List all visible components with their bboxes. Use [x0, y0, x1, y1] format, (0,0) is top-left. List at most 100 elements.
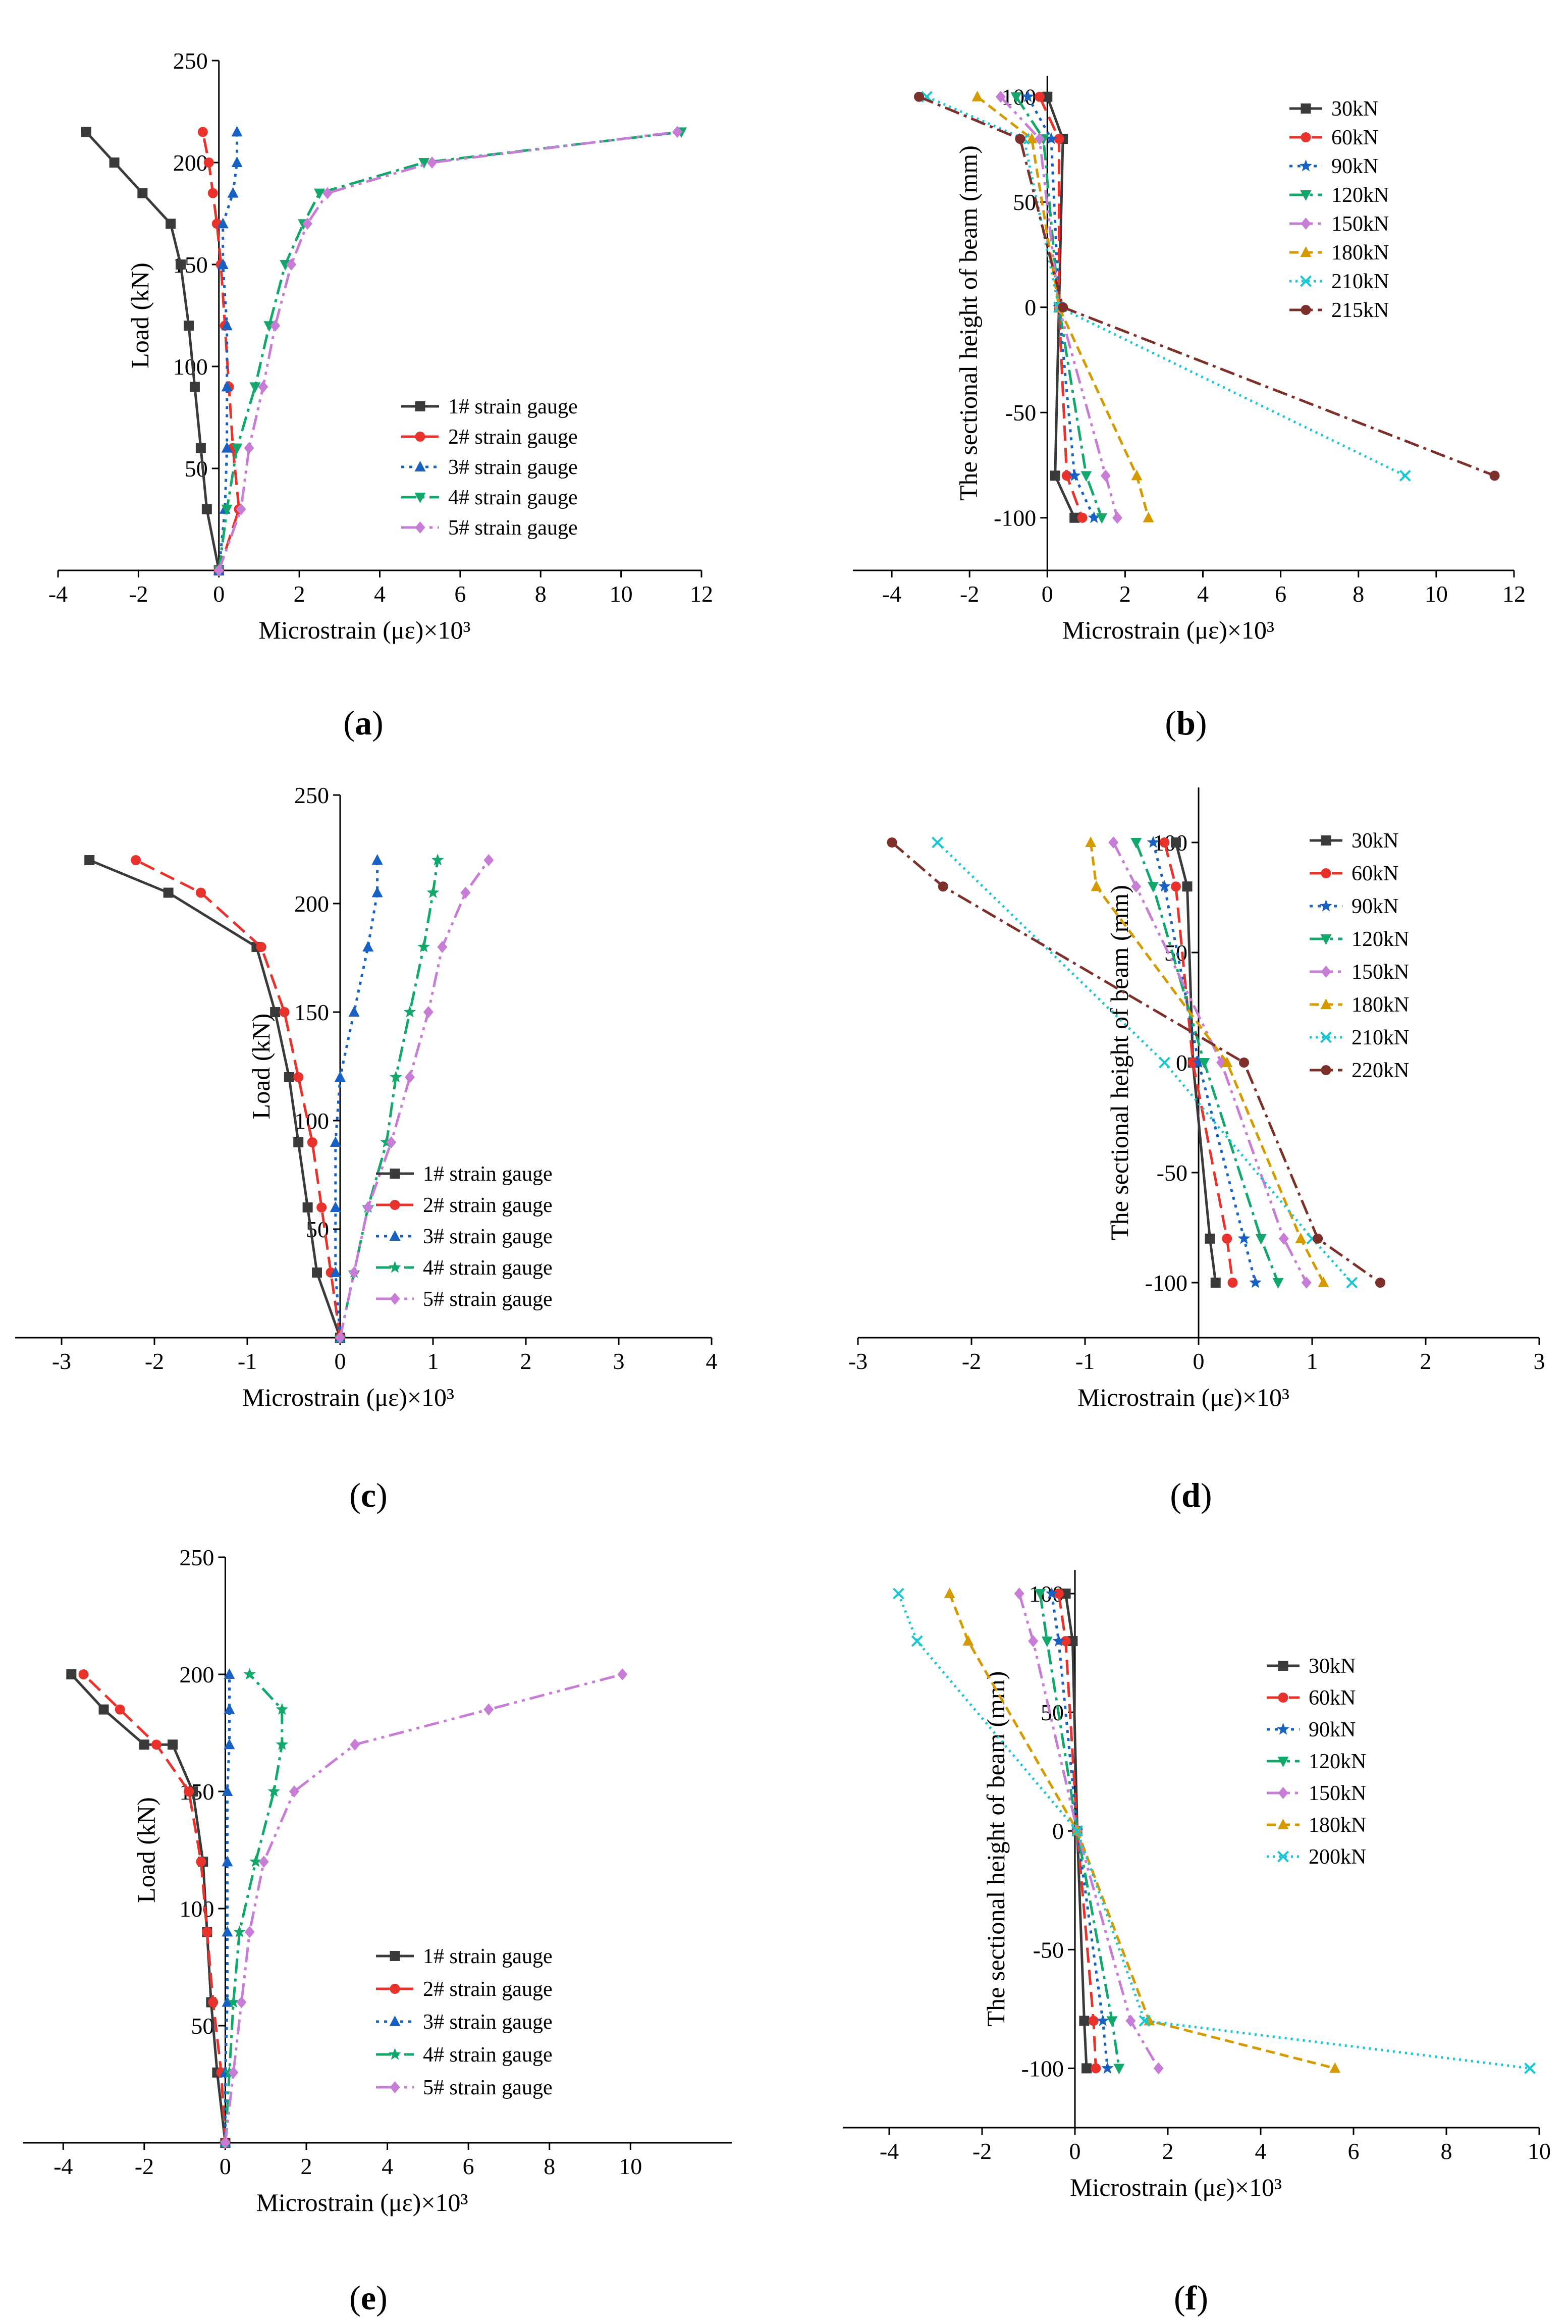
- data-point-d-7: [932, 836, 943, 849]
- series-line-a-2: [201, 131, 241, 571]
- x-axis-title-f: Microstrain (με)×10³: [1070, 2173, 1282, 2201]
- x-tick-label-c: 1: [427, 1348, 439, 1374]
- data-point-a-5: [286, 258, 297, 271]
- legend-marker-a-2: [415, 432, 425, 442]
- y-tick-label-d: -50: [1157, 1160, 1187, 1186]
- data-point-c-5: [386, 1136, 397, 1148]
- data-point-a-1: [176, 259, 186, 270]
- data-point-c-4: [380, 1136, 393, 1148]
- legend-marker-c-4: [389, 1261, 401, 1273]
- series-line-b-8: [918, 95, 1495, 477]
- x-tick-label-f: 4: [1255, 2138, 1267, 2164]
- data-point-c-3: [335, 1071, 346, 1082]
- data-point-f-1: [1060, 1589, 1071, 1599]
- data-point-f-3: [1045, 1587, 1058, 1599]
- data-point-c-5: [460, 886, 471, 899]
- series-line-b-6: [977, 95, 1150, 518]
- data-point-b-6: [1143, 511, 1154, 522]
- data-point-a-1: [137, 188, 148, 198]
- legend-label-a-4: 4# strain gauge: [448, 486, 578, 509]
- data-point-c-5: [483, 854, 494, 866]
- x-tick-label-d: 2: [1420, 1348, 1432, 1374]
- data-point-c-2: [131, 855, 141, 865]
- panel-label-d: (d): [1170, 1476, 1212, 1514]
- data-point-d-8: [887, 837, 897, 848]
- legend-label-d-6: 180kN: [1351, 993, 1409, 1017]
- x-axis-title-d: Microstrain (με)×10³: [1077, 1383, 1289, 1411]
- data-point-c-2: [293, 1072, 304, 1082]
- data-point-a-5: [258, 381, 268, 393]
- data-point-d-3: [1192, 1056, 1205, 1068]
- x-tick-label-e: -2: [135, 2153, 154, 2179]
- legend-label-d-1: 30kN: [1351, 829, 1398, 853]
- x-tick-label-b: 8: [1353, 581, 1364, 607]
- data-point-d-3: [1237, 1232, 1251, 1244]
- x-tick-label-a: 12: [690, 581, 713, 607]
- series-line-e-2: [82, 1673, 227, 2143]
- y-axis-title-d: The sectional height of beam (mm): [1105, 885, 1133, 1240]
- data-point-d-2: [1187, 1058, 1198, 1068]
- data-point-d-5: [1131, 880, 1142, 893]
- data-point-e-2: [151, 1739, 161, 1750]
- data-point-d-6: [1318, 1277, 1329, 1287]
- data-point-e-5: [258, 1856, 269, 1868]
- data-point-b-5: [1100, 469, 1111, 482]
- data-point-a-1: [195, 443, 206, 453]
- data-point-d-8: [938, 881, 948, 892]
- legend-label-a-1: 1# strain gauge: [448, 395, 578, 418]
- data-point-e-5: [483, 1703, 494, 1716]
- y-tick-label-b: 0: [1024, 295, 1036, 321]
- data-point-f-5: [1028, 1635, 1039, 1648]
- data-point-c-3: [330, 1266, 341, 1277]
- legend-label-b-8: 215kN: [1331, 299, 1389, 322]
- data-point-d-3: [1249, 1276, 1262, 1288]
- legend-label-c-2: 2# strain gauge: [423, 1194, 553, 1217]
- y-tick-label-b: -100: [994, 505, 1036, 531]
- data-point-f-7: [911, 1635, 923, 1647]
- data-point-f-5: [1153, 2062, 1164, 2075]
- data-point-f-4: [1035, 1589, 1046, 1600]
- data-point-d-2: [1159, 837, 1170, 848]
- x-tick-label-c: -3: [52, 1348, 71, 1374]
- series-line-e-3: [224, 1674, 231, 2143]
- data-point-d-8: [1313, 1233, 1323, 1244]
- y-tick-label-f: -100: [1021, 2055, 1064, 2081]
- data-point-c-2: [316, 1202, 327, 1212]
- x-tick-label-b: 4: [1197, 581, 1209, 607]
- legend-label-a-5: 5# strain gauge: [448, 516, 578, 540]
- data-point-b-3: [1088, 511, 1101, 523]
- x-tick-label-f: -4: [880, 2138, 899, 2164]
- legend-a: 1# strain gauge 2# strain gauge 3# strain …: [401, 395, 578, 540]
- x-axis-title-e: Microstrain (με)×10³: [256, 2188, 468, 2216]
- legend-marker-d-8: [1321, 1065, 1331, 1075]
- legend-label-b-2: 60kN: [1331, 126, 1378, 149]
- series-line-f-3: [1050, 1593, 1109, 2069]
- data-point-a-2: [203, 157, 214, 168]
- data-point-c-1: [302, 1202, 313, 1212]
- data-point-f-3: [1096, 2014, 1109, 2026]
- x-tick-label-f: 2: [1162, 2138, 1174, 2164]
- x-tick-label-b: 2: [1119, 581, 1131, 607]
- y-tick-label-d: 0: [1176, 1050, 1187, 1076]
- data-point-e-3: [224, 1668, 235, 1679]
- data-point-c-5: [349, 1266, 359, 1279]
- legend-label-d-4: 120kN: [1351, 928, 1409, 951]
- series-line-e-1: [70, 1673, 227, 2143]
- data-point-d-7: [1346, 1277, 1358, 1289]
- data-point-a-3: [227, 187, 239, 198]
- data-point-e-2: [208, 1997, 219, 2008]
- data-point-d-1: [1205, 1233, 1215, 1244]
- chart-e: -4-2024681050100150200250Microstrain (με…: [23, 1545, 732, 2317]
- data-point-a-3: [221, 381, 233, 392]
- data-point-a-5: [213, 564, 224, 576]
- data-point-b-2: [1034, 91, 1045, 102]
- data-point-b-1: [1042, 91, 1053, 102]
- x-tick-label-a: 6: [454, 581, 466, 607]
- data-point-a-1: [109, 157, 120, 168]
- x-tick-label-d: 1: [1307, 1348, 1318, 1374]
- legend-marker-c-2: [390, 1200, 400, 1210]
- data-point-c-3: [330, 1201, 341, 1212]
- legend-label-a-2: 2# strain gauge: [448, 426, 578, 449]
- series-d-3: [1147, 836, 1262, 1288]
- series-e-5: [220, 1668, 628, 2149]
